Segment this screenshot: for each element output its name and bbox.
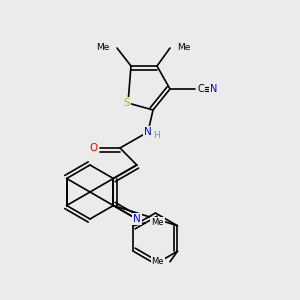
Text: N: N [133,214,141,224]
Text: Me: Me [96,44,110,52]
Text: N: N [210,84,217,94]
Text: C: C [197,84,204,94]
Text: Me: Me [152,257,164,266]
Text: Me: Me [151,218,164,227]
Text: S: S [123,98,130,108]
Text: N: N [144,127,152,137]
Text: O: O [90,143,98,153]
Text: H: H [153,131,160,140]
Text: Me: Me [178,44,191,52]
